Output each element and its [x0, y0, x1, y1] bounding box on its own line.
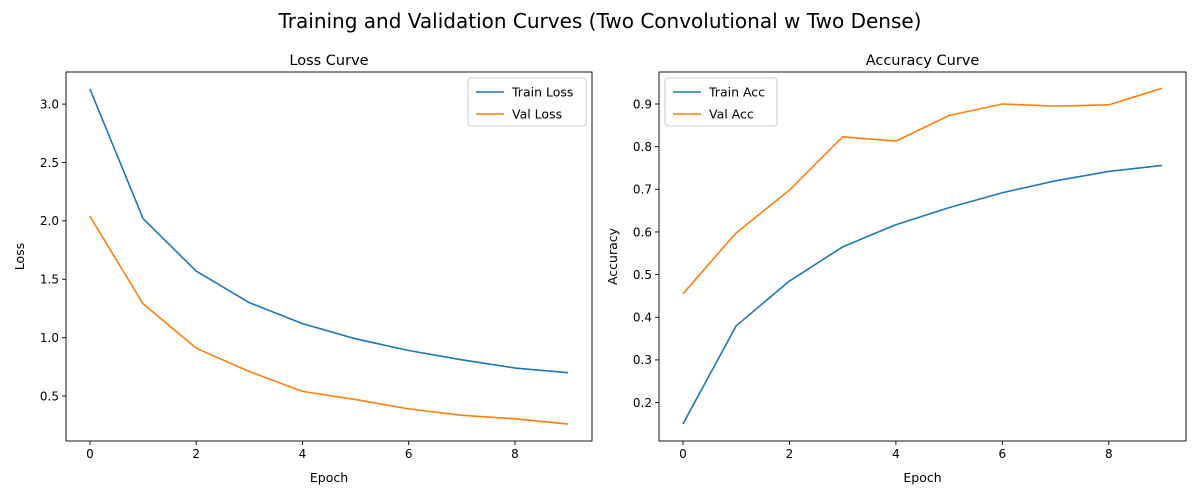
- loss-legend-label-2: Val Loss: [512, 107, 562, 122]
- loss-plot-frame: [65, 71, 593, 442]
- accuracy-series-line-1: [682, 164, 1163, 425]
- loss-y-axis-label: Loss: [12, 243, 27, 270]
- accuracy-y-tick-label: 0.2: [633, 396, 652, 410]
- accuracy-x-axis-label: Epoch: [903, 470, 941, 485]
- accuracy-x-tick-label: 0: [679, 447, 687, 461]
- accuracy-x-tick-label: 6: [999, 447, 1007, 461]
- loss-chart: Loss Curve 0 2 4 6 8 0.5 1.0 1.5 2.0 2.5 3.0 Epoch Lo…: [12, 53, 593, 485]
- accuracy-y-axis-label: Accuracy: [605, 227, 620, 285]
- loss-y-tick-label: 1.0: [40, 331, 59, 345]
- loss-y-tick-label: 3.0: [40, 97, 59, 111]
- accuracy-series-line-2: [682, 87, 1163, 295]
- accuracy-x-tick-label: 8: [1105, 447, 1113, 461]
- accuracy-y-tick-label: 0.5: [633, 268, 652, 282]
- loss-x-tick-label: 6: [405, 447, 413, 461]
- accuracy-legend-label-2: Val Acc: [709, 107, 754, 122]
- loss-y-tick-label: 2.5: [40, 156, 59, 170]
- loss-series-line-1: [89, 88, 569, 374]
- accuracy-y-tick-label: 0.9: [633, 97, 652, 111]
- loss-legend-label-1: Train Loss: [511, 85, 573, 100]
- accuracy-y-tick-label: 0.7: [633, 183, 652, 197]
- loss-x-tick-label: 8: [511, 447, 519, 461]
- loss-y-tick-label: 1.5: [40, 273, 59, 287]
- figure-title: Training and Validation Curves (Two Conv…: [278, 9, 922, 33]
- loss-x-axis-label: Epoch: [310, 470, 348, 485]
- accuracy-plot-frame: [658, 71, 1187, 442]
- loss-chart-title: Loss Curve: [289, 53, 368, 69]
- loss-y-tick-label: 0.5: [40, 389, 59, 403]
- loss-x-tick-label: 4: [299, 447, 307, 461]
- accuracy-y-tick-label: 0.3: [633, 353, 652, 367]
- accuracy-y-tick-label: 0.8: [633, 140, 652, 154]
- accuracy-x-tick-label: 2: [786, 447, 794, 461]
- accuracy-y-tick-label: 0.4: [633, 311, 652, 325]
- loss-y-tick-label: 2.0: [40, 214, 59, 228]
- accuracy-legend-label-1: Train Acc: [708, 85, 765, 100]
- loss-x-tick-label: 0: [86, 447, 94, 461]
- accuracy-chart-title: Accuracy Curve: [866, 53, 980, 69]
- loss-x-tick-label: 2: [192, 447, 200, 461]
- accuracy-x-tick-label: 4: [892, 447, 900, 461]
- loss-series-line-2: [89, 215, 569, 425]
- accuracy-chart: Accuracy Curve 0 2 4 6 8 0.2 0.3 0.4 0.5 0.6 0.7 0.8…: [605, 53, 1187, 485]
- accuracy-y-tick-label: 0.6: [633, 225, 652, 239]
